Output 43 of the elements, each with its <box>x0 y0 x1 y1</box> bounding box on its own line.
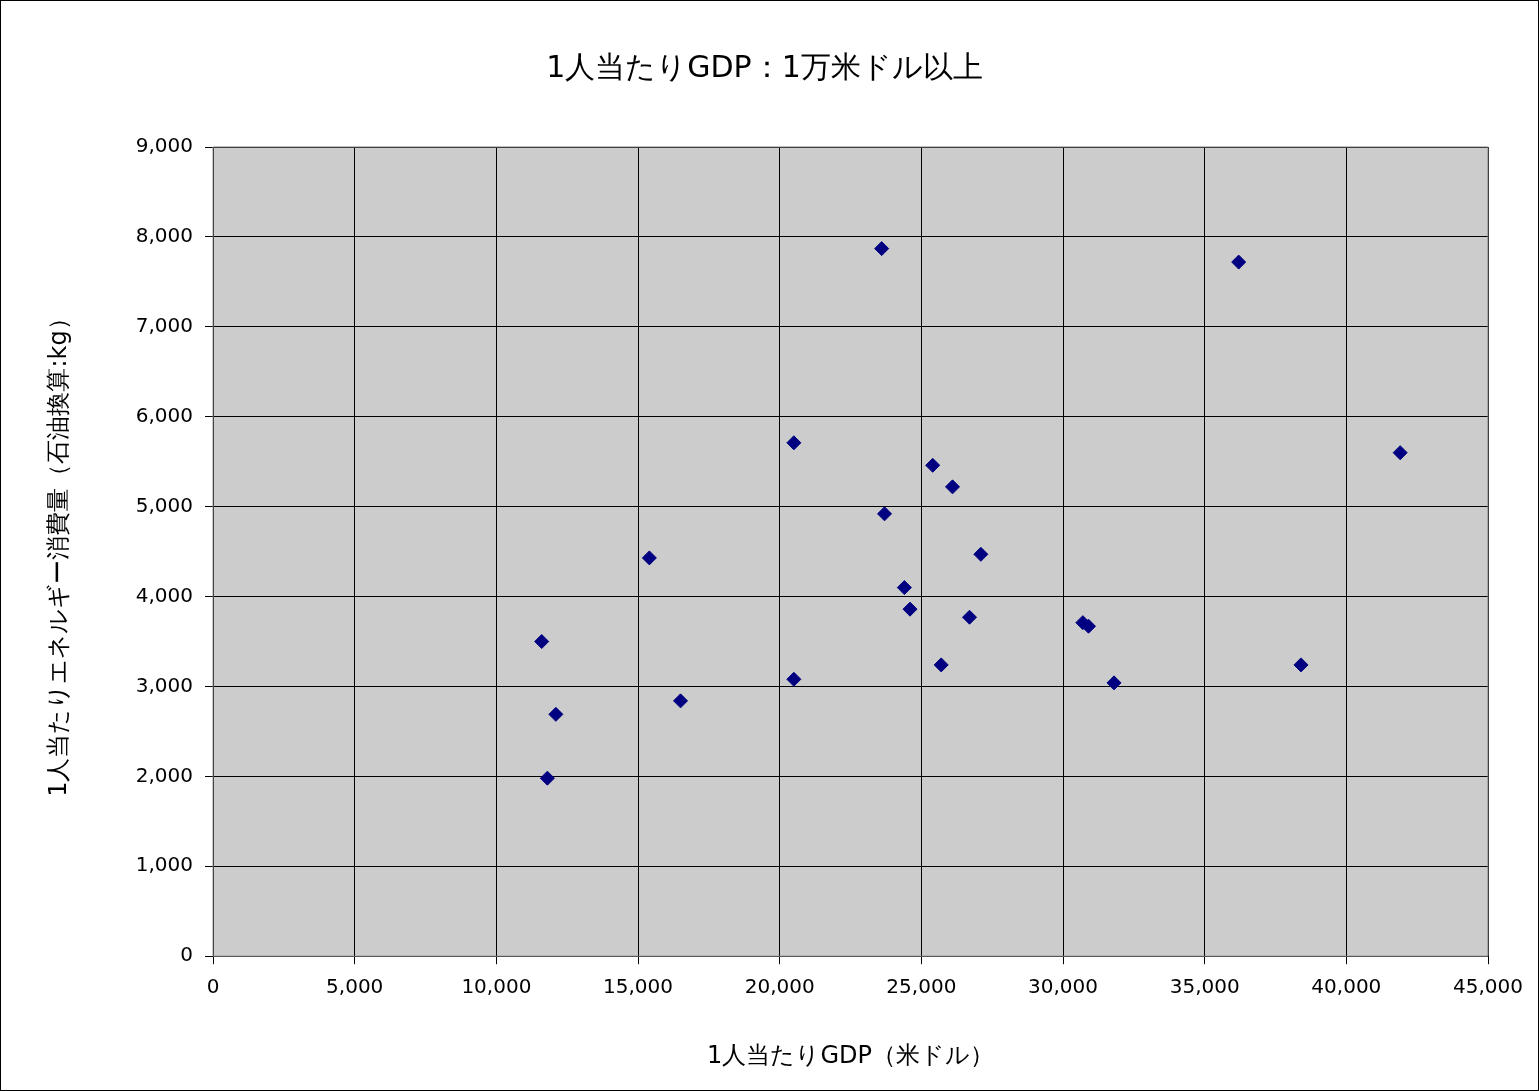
y-tick-label: 3,000 <box>135 672 194 697</box>
point <box>548 706 564 722</box>
x-tick-label: 10,000 <box>461 974 532 999</box>
x-tick-label: 5,000 <box>326 974 384 999</box>
chart-title: 1人当たりGDP：1万米ドル以上 <box>546 48 983 84</box>
y-tick-label: 1,000 <box>135 852 194 877</box>
y-tick-label: 5,000 <box>135 492 194 517</box>
point <box>933 657 949 673</box>
point <box>874 241 890 257</box>
y-tick-label: 0 <box>180 942 194 967</box>
x-axis-title: 1人当たりGDP（米ドル） <box>707 1040 994 1069</box>
point <box>641 550 657 566</box>
point <box>534 634 550 650</box>
y-tick-label: 7,000 <box>135 313 194 338</box>
point <box>1293 657 1309 673</box>
x-tick-label: 30,000 <box>1028 974 1099 999</box>
point <box>539 770 555 786</box>
x-tick-label: 45,000 <box>1453 974 1523 999</box>
point <box>962 609 978 625</box>
point <box>1392 445 1408 461</box>
point <box>925 457 941 473</box>
x-tick-label: 20,000 <box>744 974 815 999</box>
x-tick-label: 35,000 <box>1169 974 1240 999</box>
point <box>902 601 918 617</box>
point <box>786 671 802 687</box>
y-tick-label: 4,000 <box>135 582 194 607</box>
point <box>1106 675 1122 691</box>
point <box>673 693 689 709</box>
point <box>973 546 989 562</box>
point <box>786 435 802 451</box>
y-tick-label: 9,000 <box>135 133 194 158</box>
x-tick-label: 0 <box>206 974 220 999</box>
point <box>877 506 893 522</box>
x-tick-label: 40,000 <box>1311 974 1382 999</box>
x-tick-label: 15,000 <box>603 974 674 999</box>
point <box>945 479 961 495</box>
y-axis-title: 1人当たりエネルギー消費量（石油換算:kg） <box>43 306 72 797</box>
point <box>1231 254 1247 270</box>
y-tick-label: 2,000 <box>135 762 194 787</box>
y-tick-label: 6,000 <box>135 402 194 427</box>
point <box>896 580 912 596</box>
x-tick-label: 25,000 <box>886 974 957 999</box>
y-tick-label: 8,000 <box>135 223 194 248</box>
